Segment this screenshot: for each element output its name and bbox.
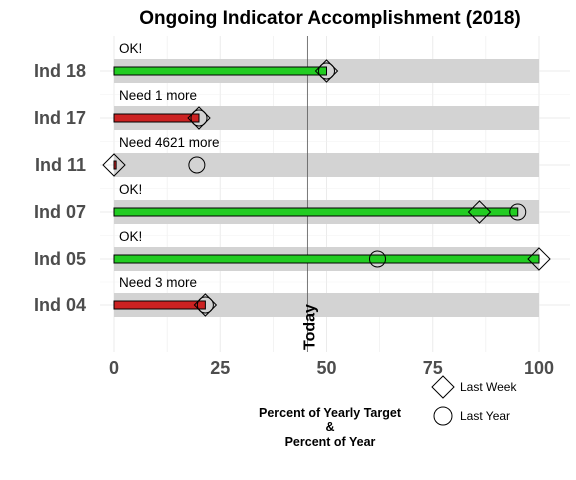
status-label-ind-05: OK! [119, 229, 142, 244]
last-year-marker-ind-05 [369, 250, 386, 268]
x-axis-label-line: Percent of Yearly Target [259, 406, 402, 420]
today-marker: Today [301, 36, 318, 352]
x-axis: 0 25 50 75 100 [109, 358, 554, 378]
category-label-ind-17: Ind 17 [34, 108, 86, 128]
status-label-ind-11: Need 4621 more [119, 135, 220, 150]
x-tick-label: 100 [524, 358, 554, 378]
bar-ind-17 [113, 113, 200, 123]
x-tick-label: 75 [423, 358, 443, 378]
last-year-marker-ind-11 [188, 156, 206, 174]
legend-last-week: Last Week [460, 380, 517, 394]
bar-ind-04 [113, 300, 206, 310]
row-labels: Ind 18 OK! Ind 17 Need 1 more Ind 11 Need 462… [34, 41, 220, 315]
track-ind-11 [114, 153, 539, 177]
category-label-ind-18: Ind 18 [34, 61, 86, 81]
status-label-ind-07: OK! [119, 182, 142, 197]
status-label-ind-18: OK! [119, 41, 142, 56]
bar-ind-05 [113, 254, 540, 264]
last-week-marker-ind-18 [314, 59, 339, 83]
markers [102, 59, 551, 317]
legend-last-year: Last Year [460, 409, 510, 423]
last-year-marker-ind-18 [318, 62, 335, 80]
x-axis-label: Percent of Yearly Target&Percent of Year [259, 406, 402, 449]
x-tick-label: 50 [316, 358, 336, 378]
last-year-marker-ind-07 [509, 203, 527, 221]
last-week-marker-ind-17 [187, 106, 211, 130]
bar-ind-18 [113, 66, 327, 76]
last-week-marker-ind-04 [193, 293, 218, 317]
x-axis-label-line: Percent of Year [285, 435, 376, 449]
last-week-marker-ind-07 [467, 200, 492, 224]
last-year-marker-ind-17 [190, 109, 208, 127]
today-label: Today [301, 304, 318, 350]
last-year-marker-ind-04 [196, 296, 214, 314]
last-week-marker-ind-05 [527, 247, 551, 271]
category-label-ind-05: Ind 05 [34, 249, 86, 269]
value-bars [113, 66, 540, 310]
status-label-ind-04: Need 3 more [119, 275, 197, 290]
x-tick-label: 0 [109, 358, 119, 378]
x-axis-label-line: & [325, 420, 334, 434]
status-label-ind-17: Need 1 more [119, 88, 197, 103]
category-label-ind-07: Ind 07 [34, 202, 86, 222]
bar-ind-07 [113, 207, 519, 217]
category-label-ind-04: Ind 04 [34, 295, 86, 315]
category-label-ind-11: Ind 11 [35, 155, 86, 175]
bar-ind-11 [113, 160, 117, 170]
legend-diamond-icon [431, 375, 455, 399]
legend: Last Week Last Year [431, 375, 517, 426]
chart-title: Ongoing Indicator Accomplishment (2018) [139, 8, 520, 29]
x-tick-label: 25 [210, 358, 230, 378]
legend-circle-icon [433, 406, 453, 426]
last-week-marker-ind-11 [102, 153, 126, 177]
